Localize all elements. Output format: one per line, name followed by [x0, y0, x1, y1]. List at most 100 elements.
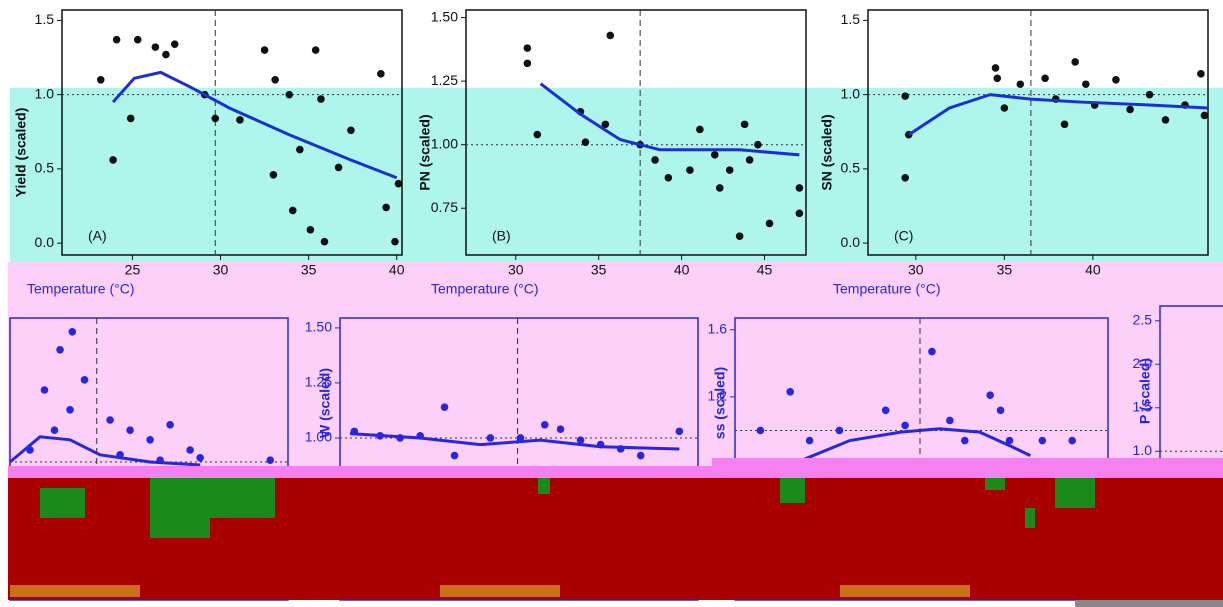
point [50, 426, 59, 435]
y-tick-label: 1.50 [305, 319, 332, 335]
y-tick-label: 1.6 [708, 320, 728, 336]
point [991, 64, 1000, 72]
point [805, 436, 814, 445]
point [710, 151, 719, 159]
band [712, 458, 1223, 478]
point [162, 50, 170, 59]
point [754, 140, 762, 149]
y-axis-label: W (scaled) [317, 368, 333, 438]
point [80, 376, 89, 384]
x-tick-label: 25 [125, 262, 141, 278]
panel-label: (A) [88, 228, 107, 244]
point [533, 130, 542, 139]
point [440, 403, 449, 411]
y-tick-label: 1.5 [1133, 398, 1153, 414]
patch [10, 585, 140, 597]
point [133, 35, 142, 44]
point [601, 120, 610, 129]
point [765, 219, 774, 228]
point [576, 436, 585, 444]
point [186, 446, 194, 454]
point [382, 203, 390, 212]
y-axis-label: P (scaled) [1137, 358, 1153, 424]
point [881, 406, 890, 415]
point [1068, 436, 1076, 445]
x-axis-label: Temperature (°C) [431, 281, 539, 297]
point [664, 173, 673, 182]
point [486, 434, 495, 442]
patch [40, 488, 85, 518]
point [40, 386, 49, 394]
plot-frame [61, 9, 403, 256]
point [306, 225, 315, 234]
point [540, 420, 549, 429]
point [170, 40, 179, 48]
point [1071, 58, 1079, 66]
x-tick-label: 30 [908, 262, 924, 278]
y-tick-label: 1.00 [305, 429, 332, 445]
fit-line [907, 93, 1209, 136]
point [1200, 111, 1209, 120]
point [795, 209, 804, 218]
y-axis-label: Yield (scaled) [13, 108, 29, 198]
point [269, 171, 278, 179]
point [686, 166, 694, 174]
x-tick-label: 40 [1085, 262, 1101, 278]
patch [985, 478, 1005, 490]
point [96, 75, 105, 84]
y-tick-label: 0.5 [841, 160, 861, 176]
point [1161, 116, 1170, 124]
point [523, 44, 532, 52]
background-middle [8, 262, 1223, 475]
point [288, 206, 297, 215]
patch [538, 478, 550, 494]
glitch-overlay [8, 458, 1223, 607]
point [109, 156, 117, 164]
point [1016, 80, 1025, 89]
point [928, 347, 936, 356]
patch [1025, 508, 1035, 528]
patch [150, 478, 210, 538]
y-tick-label: 1.5 [841, 11, 861, 27]
point [606, 31, 615, 40]
x-tick-label: 35 [301, 262, 317, 278]
point [1082, 80, 1090, 89]
y-tick-label: 0.5 [35, 160, 55, 176]
x-tick-label: 45 [757, 262, 773, 278]
point [391, 237, 399, 246]
point [715, 184, 724, 192]
point [112, 35, 121, 44]
point [106, 416, 114, 424]
point [126, 426, 134, 435]
x-tick-label: 35 [997, 262, 1013, 278]
point [1126, 105, 1134, 114]
point [317, 95, 325, 103]
point [211, 114, 220, 123]
patch [205, 478, 275, 518]
y-tick-label: 1.00 [431, 135, 458, 151]
y-tick-label: 2.5 [1133, 311, 1153, 327]
fit-line [539, 82, 800, 157]
point [901, 173, 909, 182]
y-tick-label: 0.75 [431, 199, 458, 215]
point [1005, 436, 1014, 445]
point [347, 126, 355, 135]
y-tick-label: 1.0 [1133, 442, 1153, 458]
x-axis-label: Temperature (°C) [27, 281, 135, 297]
y-axis-label: PN (scaled) [417, 114, 433, 190]
point [651, 156, 659, 164]
point [196, 454, 204, 462]
panel-label: (B) [492, 228, 511, 244]
point [296, 145, 304, 154]
point [320, 237, 329, 246]
point [696, 125, 704, 134]
point [725, 166, 734, 174]
point [146, 436, 154, 444]
point [266, 456, 275, 465]
point [450, 451, 459, 460]
y-axis-label: SN (scaled) [819, 114, 835, 190]
x-axis-label: Temperature (°C) [833, 281, 941, 297]
point [1041, 74, 1049, 83]
point [166, 421, 174, 429]
